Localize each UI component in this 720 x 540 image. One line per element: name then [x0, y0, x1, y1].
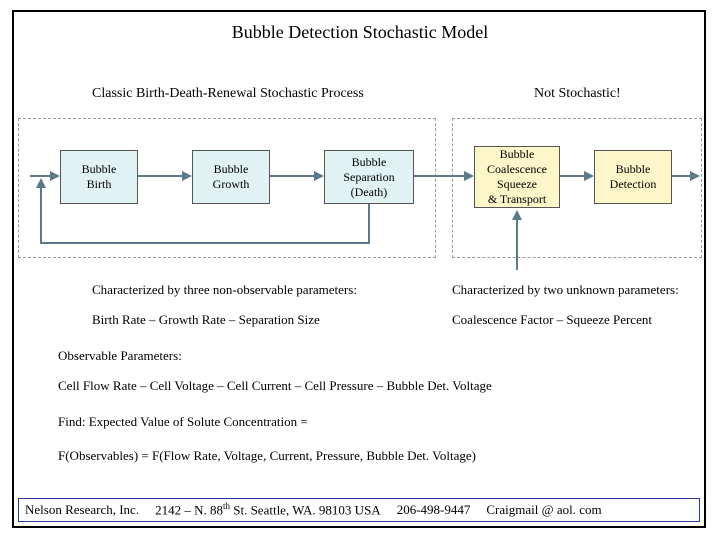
arrow-head-up-icon — [36, 178, 46, 188]
char-left-params: Birth Rate – Growth Rate – Separation Si… — [92, 312, 320, 328]
arrow-line — [40, 242, 370, 244]
node-label: BubbleDetection — [610, 162, 657, 192]
arrow-line — [672, 175, 692, 177]
observable-list: Cell Flow Rate – Cell Voltage – Cell Cur… — [58, 378, 492, 394]
arrow-head-right-icon — [182, 171, 192, 181]
arrow-line — [30, 175, 52, 177]
arrow-head-up-icon — [512, 210, 522, 220]
arrow-line — [40, 186, 42, 244]
node-label: BubbleGrowth — [213, 162, 250, 192]
fobs-line: F(Observables) = F(Flow Rate, Voltage, C… — [58, 448, 476, 464]
node-label: BubbleBirth — [82, 162, 117, 192]
arrow-head-right-icon — [464, 171, 474, 181]
page-title: Bubble Detection Stochastic Model — [0, 22, 720, 43]
arrow-line — [368, 204, 370, 244]
arrow-line — [516, 218, 518, 270]
char-right-params: Coalescence Factor – Squeeze Percent — [452, 312, 652, 328]
footer-email: Craigmail @ aol. com — [486, 502, 601, 518]
arrow-line — [270, 175, 316, 177]
node-bubble-birth: BubbleBirth — [60, 150, 138, 204]
arrow-head-right-icon — [50, 171, 60, 181]
arrow-head-right-icon — [690, 171, 700, 181]
node-bubble-coalescence: BubbleCoalescenceSqueeze& Transport — [474, 146, 560, 208]
node-bubble-growth: BubbleGrowth — [192, 150, 270, 204]
char-left-heading: Characterized by three non-observable pa… — [92, 282, 357, 298]
footer-address: 2142 – N. 88th St. Seattle, WA. 98103 US… — [155, 501, 381, 518]
arrow-line — [414, 175, 466, 177]
find-line: Find: Expected Value of Solute Concentra… — [58, 414, 308, 430]
footer-address-a: 2142 – N. 88 — [155, 503, 223, 518]
footer-address-b: St. Seattle, WA. 98103 USA — [230, 503, 381, 518]
footer-company: Nelson Research, Inc. — [25, 502, 139, 518]
node-label: BubbleCoalescenceSqueeze& Transport — [487, 147, 547, 207]
observable-label: Observable Parameters: — [58, 348, 182, 364]
node-bubble-separation: BubbleSeparation(Death) — [324, 150, 414, 204]
arrow-line — [560, 175, 586, 177]
node-label: BubbleSeparation(Death) — [343, 155, 394, 200]
section-label-right: Not Stochastic! — [534, 86, 621, 102]
footer-bar: Nelson Research, Inc. 2142 – N. 88th St.… — [18, 498, 700, 522]
char-right-heading: Characterized by two unknown parameters: — [452, 282, 679, 298]
footer-phone: 206-498-9447 — [397, 502, 471, 518]
node-bubble-detection: BubbleDetection — [594, 150, 672, 204]
footer-address-sup: th — [223, 501, 230, 511]
arrow-line — [138, 175, 184, 177]
arrow-head-right-icon — [314, 171, 324, 181]
section-label-left: Classic Birth-Death-Renewal Stochastic P… — [92, 86, 364, 102]
arrow-head-right-icon — [584, 171, 594, 181]
